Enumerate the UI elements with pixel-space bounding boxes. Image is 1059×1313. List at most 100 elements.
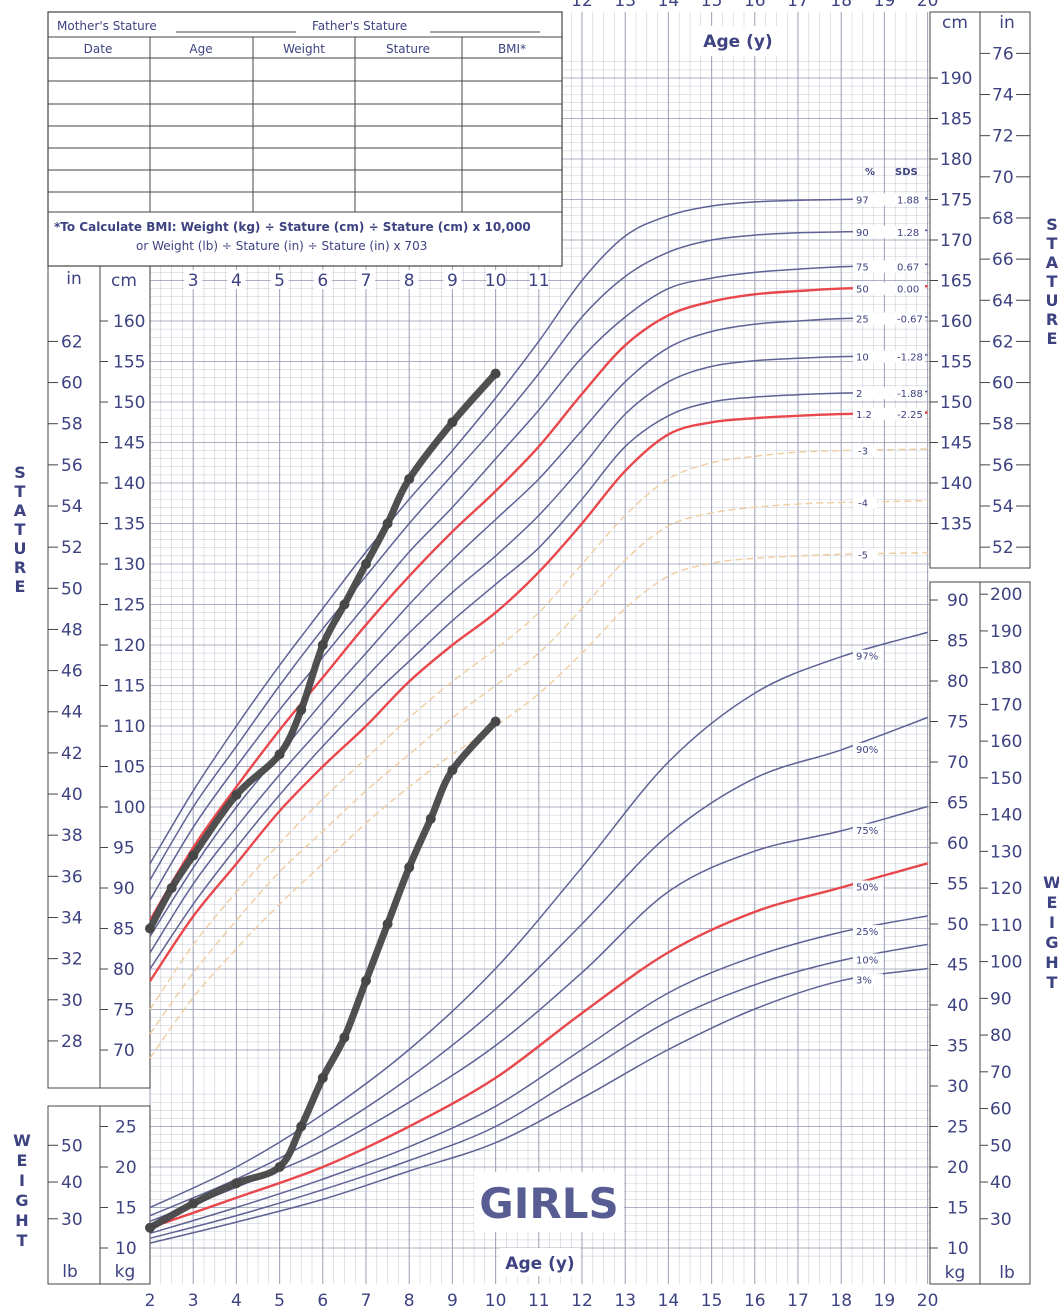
table-header-bmi: BMI* <box>498 42 526 56</box>
label-bg <box>853 350 925 363</box>
label-bg <box>853 260 925 273</box>
tick-bg <box>486 270 505 289</box>
stature-sds-label: -1.28 <box>897 353 923 364</box>
label-bg <box>853 312 925 325</box>
age-tick-top: 3 <box>188 271 199 291</box>
weight-percentile-label: 10% <box>856 955 878 966</box>
age-tick-top: 12 <box>571 0 593 11</box>
patient-weight-point <box>490 716 501 727</box>
weight-kg-tick-left: 15 <box>115 1199 137 1219</box>
weight-kg-tick-right: 60 <box>947 834 969 854</box>
stature-in-tick-left: 50 <box>61 579 83 599</box>
age-tick-top: 4 <box>231 271 242 291</box>
label-bg <box>853 823 883 836</box>
stature-sds-label: -4 <box>858 498 868 509</box>
tick-bg <box>443 270 462 289</box>
stature-cm-tick-left: 75 <box>113 1001 135 1021</box>
label-bg <box>853 444 877 457</box>
label-bg <box>853 953 883 966</box>
stature-cm-tick-left: 120 <box>113 636 145 656</box>
age-tick-top: 14 <box>658 0 680 11</box>
weight-percentile-label: 90% <box>856 745 878 756</box>
weight-kg-tick-right: 25 <box>947 1118 969 1138</box>
stature-in-tick-right: 76 <box>992 44 1014 64</box>
age-tick-bottom: 15 <box>701 1291 723 1309</box>
age-tick-bottom: 19 <box>874 1291 896 1309</box>
stature-cm-tick-left: 110 <box>113 717 145 737</box>
right-stature-vertical-label-letter: R <box>1046 310 1058 329</box>
weight-curve-3 <box>149 967 928 1244</box>
age-tick-top: 5 <box>274 271 285 291</box>
stature-cm-tick-left: 140 <box>113 474 145 494</box>
left-kg-unit: kg <box>115 1262 136 1282</box>
patient-weight-point <box>231 1178 242 1189</box>
age-tick-bottom: 13 <box>614 1291 636 1309</box>
tick-bg <box>357 270 375 289</box>
right-kg-unit: kg <box>945 1263 966 1283</box>
table-header-stature: Stature <box>386 42 430 56</box>
weight-percentile-label: 97% <box>856 652 878 663</box>
weight-lb-tick-right: 130 <box>990 842 1022 862</box>
weight-lb-tick-left: 50 <box>61 1136 83 1156</box>
right-weight-vertical-label-letter: W <box>1043 873 1059 892</box>
stature-curve-97 <box>149 197 928 865</box>
age-tick-top: 13 <box>614 0 636 11</box>
right-cm-unit: cm <box>942 13 968 33</box>
patient-weight-point <box>188 1198 199 1209</box>
left-stature-axis-box: in cm <box>47 265 151 1089</box>
weight-kg-tick-right: 45 <box>947 956 969 976</box>
weight-lb-tick-left: 30 <box>61 1210 83 1230</box>
weight-vertical-label-letter: W <box>13 1131 31 1150</box>
right-stature-vertical-label-letter: T <box>1047 234 1058 253</box>
stature-cm-tick-left: 155 <box>113 353 145 373</box>
weight-kg-tick-right: 50 <box>947 915 969 935</box>
patient-measurements <box>145 368 501 1233</box>
age-tick-bottom: 3 <box>188 1291 199 1309</box>
weight-lb-tick-right: 150 <box>990 769 1022 789</box>
stature-vertical-label-letter: E <box>15 577 26 596</box>
right-stature-vertical-label-letter: T <box>1047 272 1058 291</box>
stature-in-tick-left: 28 <box>61 1032 83 1052</box>
left-lb-unit: lb <box>62 1262 78 1282</box>
stature-vertical-label-letter: T <box>15 482 26 501</box>
patient-weight-point <box>296 1121 307 1132</box>
tick-bg <box>313 270 332 289</box>
stature-in-tick-right: 68 <box>992 209 1014 229</box>
stature-in-tick-left: 34 <box>61 908 83 928</box>
weight-vertical-label-letter: H <box>15 1211 28 1230</box>
stature-sds-label: 0.00 <box>897 285 919 296</box>
stature-in-tick-left: 46 <box>61 662 83 682</box>
stature-in-tick-left: 40 <box>61 785 83 805</box>
right-stature-vertical-label-letter: U <box>1046 291 1059 310</box>
stature-curve-1.2 <box>149 411 928 982</box>
right-weight-vertical-label-letter: T <box>1047 973 1058 992</box>
right-stature-vertical-label-letter: A <box>1046 253 1059 272</box>
stature-cm-tick-right: 160 <box>940 312 972 332</box>
stature-in-tick-left: 42 <box>61 744 83 764</box>
stature-in-tick-right: 72 <box>992 127 1014 147</box>
weight-kg-tick-right: 90 <box>947 591 969 611</box>
tick-bg <box>529 270 548 289</box>
label-bg <box>853 387 925 400</box>
patient-stature-point <box>231 789 242 800</box>
age-tick-bottom: 10 <box>485 1291 507 1309</box>
weight-vertical-label-letter: I <box>19 1171 25 1190</box>
stature-cm-tick-right: 170 <box>940 231 972 251</box>
right-axis-box: cm in kg lb <box>929 11 1031 1285</box>
stature-in-tick-right: 64 <box>992 291 1014 311</box>
age-tick-bottom: 6 <box>317 1291 328 1309</box>
right-weight-vertical-label-letter: G <box>1045 933 1058 952</box>
patient-weight-point <box>274 1162 285 1172</box>
bmi-formula-line-1: *To Calculate BMI: Weight (kg) ÷ Stature… <box>54 220 531 234</box>
stature-curve--3 <box>149 448 928 1010</box>
stature-sds-label: 1.88 <box>897 196 919 207</box>
fathers-stature-label: Father's Stature <box>312 19 407 33</box>
weight-lb-tick-right: 40 <box>990 1173 1012 1193</box>
stature-in-tick-left: 58 <box>61 415 83 435</box>
stature-sds-label: -5 <box>858 550 868 561</box>
weight-kg-tick-right: 40 <box>947 996 969 1016</box>
weight-lb-tick-right: 200 <box>990 585 1022 605</box>
left-in-unit: in <box>66 269 82 289</box>
age-tick-top: 18 <box>830 0 852 11</box>
